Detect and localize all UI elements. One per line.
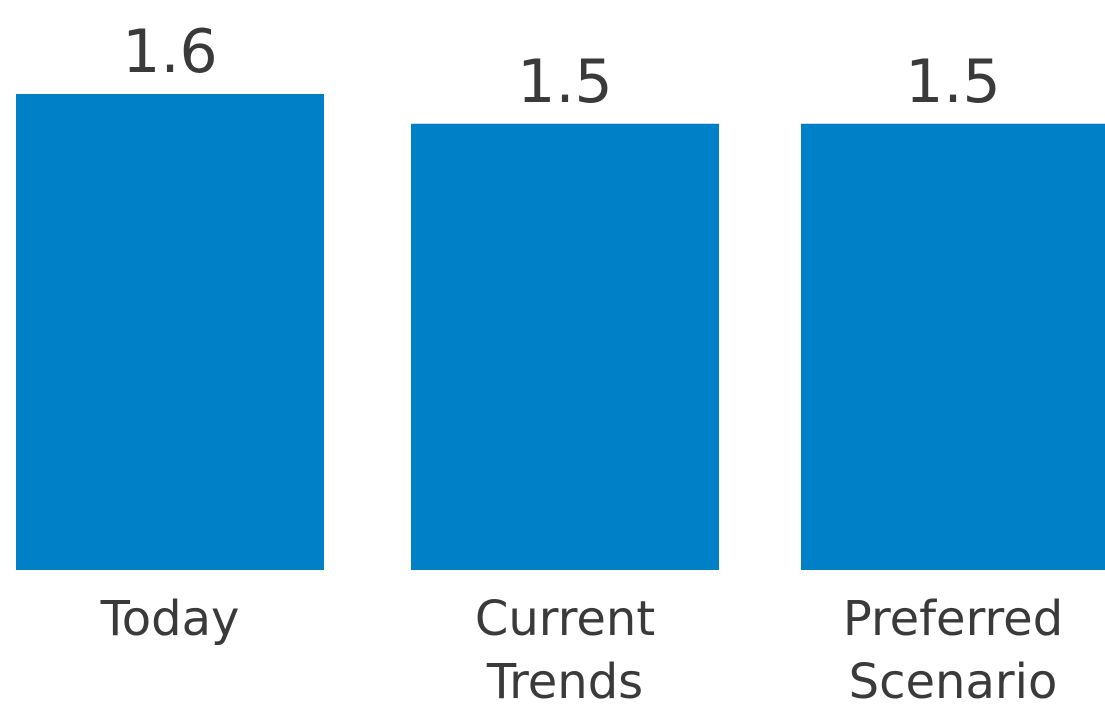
- category-label-1-line-0: Current: [475, 591, 655, 647]
- value-labels-group: 1.6 1.5 1.5: [122, 17, 1000, 117]
- category-label-1-line-1: Trends: [486, 654, 643, 710]
- value-label-1: 1.5: [517, 47, 612, 117]
- value-label-2: 1.5: [905, 47, 1000, 117]
- bars-group: [16, 94, 1105, 570]
- bar-1: [411, 123, 719, 570]
- value-label-0: 1.6: [122, 17, 217, 87]
- category-label-2-line-1: Scenario: [849, 654, 1058, 710]
- category-label-0-line-0: Today: [100, 591, 240, 647]
- bar-0: [16, 94, 324, 570]
- category-label-2-line-0: Preferred: [843, 591, 1063, 647]
- bar-2: [801, 123, 1105, 570]
- category-labels-group: Today Current Trends Preferred Scenario: [100, 591, 1064, 710]
